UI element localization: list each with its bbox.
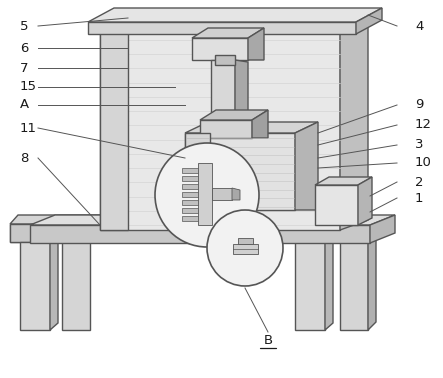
Polygon shape bbox=[182, 176, 198, 181]
Polygon shape bbox=[212, 188, 232, 200]
Polygon shape bbox=[295, 242, 325, 330]
Polygon shape bbox=[370, 215, 395, 243]
Text: 7: 7 bbox=[20, 62, 28, 74]
Text: 5: 5 bbox=[20, 20, 28, 33]
Text: 1: 1 bbox=[415, 192, 424, 204]
Polygon shape bbox=[100, 12, 368, 28]
Polygon shape bbox=[198, 163, 212, 225]
Polygon shape bbox=[192, 28, 264, 38]
Polygon shape bbox=[211, 60, 235, 125]
Polygon shape bbox=[192, 38, 248, 60]
Polygon shape bbox=[356, 8, 382, 34]
Polygon shape bbox=[315, 177, 372, 185]
Text: 8: 8 bbox=[20, 152, 28, 164]
Polygon shape bbox=[182, 184, 198, 189]
Polygon shape bbox=[10, 215, 103, 224]
Polygon shape bbox=[62, 242, 90, 330]
Polygon shape bbox=[182, 168, 198, 173]
Polygon shape bbox=[100, 28, 128, 230]
Polygon shape bbox=[235, 205, 248, 230]
Polygon shape bbox=[30, 225, 370, 243]
Polygon shape bbox=[325, 235, 333, 330]
Text: 11: 11 bbox=[20, 121, 37, 135]
Polygon shape bbox=[182, 208, 198, 213]
Text: 2: 2 bbox=[415, 175, 424, 189]
Circle shape bbox=[207, 210, 283, 286]
Polygon shape bbox=[200, 110, 268, 120]
Polygon shape bbox=[215, 55, 235, 65]
Polygon shape bbox=[88, 8, 382, 22]
Polygon shape bbox=[211, 205, 235, 230]
Polygon shape bbox=[182, 192, 198, 197]
Polygon shape bbox=[185, 122, 318, 133]
Polygon shape bbox=[185, 133, 295, 210]
Text: 9: 9 bbox=[415, 99, 424, 112]
Polygon shape bbox=[340, 12, 368, 230]
Polygon shape bbox=[88, 22, 356, 34]
Text: 15: 15 bbox=[20, 81, 37, 93]
Polygon shape bbox=[95, 215, 103, 242]
Polygon shape bbox=[182, 216, 198, 221]
Polygon shape bbox=[295, 122, 318, 210]
Polygon shape bbox=[238, 238, 253, 244]
Polygon shape bbox=[10, 224, 95, 242]
Polygon shape bbox=[10, 224, 95, 242]
Polygon shape bbox=[315, 185, 358, 225]
Polygon shape bbox=[235, 60, 248, 128]
Polygon shape bbox=[20, 242, 50, 330]
Polygon shape bbox=[100, 28, 340, 230]
Text: 4: 4 bbox=[415, 20, 424, 33]
Polygon shape bbox=[182, 200, 198, 205]
Polygon shape bbox=[252, 110, 268, 138]
Text: 10: 10 bbox=[415, 156, 432, 169]
Polygon shape bbox=[50, 235, 58, 330]
Polygon shape bbox=[248, 28, 264, 60]
Text: 3: 3 bbox=[415, 138, 424, 152]
Polygon shape bbox=[358, 177, 372, 225]
Text: 6: 6 bbox=[20, 42, 28, 54]
Polygon shape bbox=[232, 188, 240, 200]
Polygon shape bbox=[185, 133, 210, 210]
Polygon shape bbox=[368, 234, 376, 330]
Text: A: A bbox=[20, 99, 29, 112]
Polygon shape bbox=[200, 120, 252, 138]
Text: 12: 12 bbox=[415, 118, 432, 132]
Polygon shape bbox=[233, 244, 258, 254]
Polygon shape bbox=[340, 242, 368, 330]
Polygon shape bbox=[30, 215, 395, 225]
Text: B: B bbox=[264, 333, 272, 347]
Circle shape bbox=[155, 143, 259, 247]
